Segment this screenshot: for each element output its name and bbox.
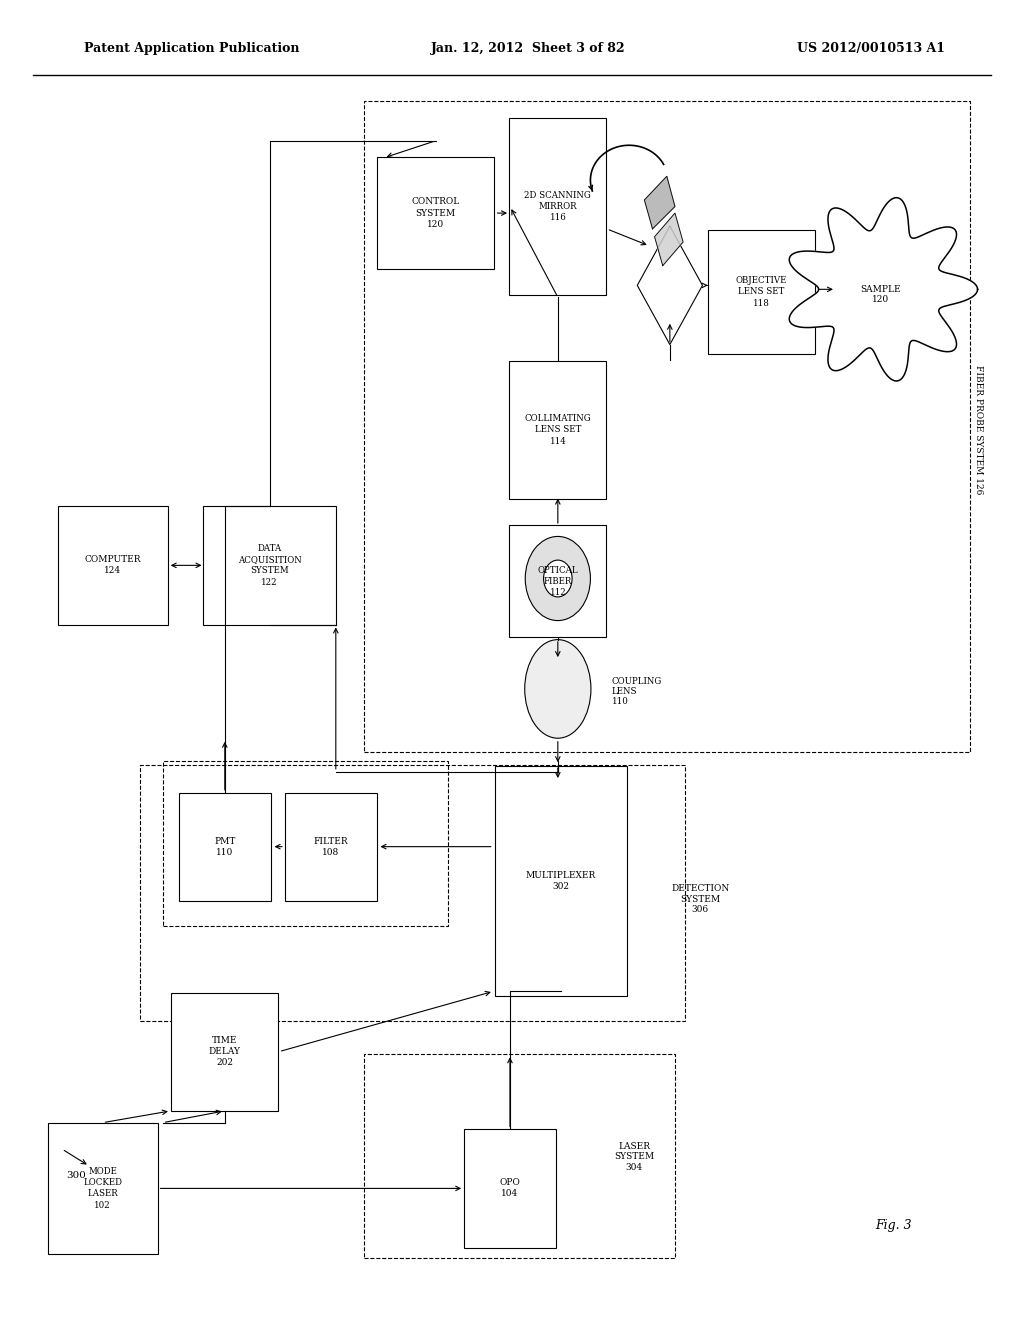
Text: FILTER
108: FILTER 108 bbox=[313, 837, 348, 857]
Text: DETECTION
SYSTEM
306: DETECTION SYSTEM 306 bbox=[672, 884, 729, 915]
FancyBboxPatch shape bbox=[708, 230, 815, 354]
FancyBboxPatch shape bbox=[464, 1129, 556, 1247]
Text: COLLIMATING
LENS SET
114: COLLIMATING LENS SET 114 bbox=[524, 414, 591, 446]
Ellipse shape bbox=[524, 640, 591, 738]
Text: LASER
SYSTEM
304: LASER SYSTEM 304 bbox=[614, 1142, 654, 1172]
Text: MULTIPLEXER
302: MULTIPLEXER 302 bbox=[525, 871, 596, 891]
FancyBboxPatch shape bbox=[510, 117, 606, 296]
Text: DATA
ACQUISITION
SYSTEM
122: DATA ACQUISITION SYSTEM 122 bbox=[238, 544, 301, 586]
FancyBboxPatch shape bbox=[47, 1123, 158, 1254]
Text: OPO
104: OPO 104 bbox=[500, 1179, 520, 1199]
FancyBboxPatch shape bbox=[179, 793, 270, 900]
Text: Jan. 12, 2012  Sheet 3 of 82: Jan. 12, 2012 Sheet 3 of 82 bbox=[430, 42, 625, 55]
Text: Fig. 3: Fig. 3 bbox=[876, 1218, 912, 1232]
FancyBboxPatch shape bbox=[171, 993, 279, 1111]
Text: TIME
DELAY
202: TIME DELAY 202 bbox=[209, 1036, 241, 1068]
Circle shape bbox=[525, 536, 591, 620]
Polygon shape bbox=[644, 177, 675, 228]
Text: CONTROL
SYSTEM
120: CONTROL SYSTEM 120 bbox=[412, 198, 460, 228]
FancyBboxPatch shape bbox=[377, 157, 495, 269]
FancyBboxPatch shape bbox=[495, 766, 627, 995]
Text: COMPUTER
124: COMPUTER 124 bbox=[85, 556, 141, 576]
Circle shape bbox=[544, 560, 572, 597]
Text: MODE
LOCKED
LASER
102: MODE LOCKED LASER 102 bbox=[83, 1167, 122, 1209]
Text: Patent Application Publication: Patent Application Publication bbox=[84, 42, 300, 55]
FancyBboxPatch shape bbox=[57, 506, 168, 624]
Text: FIBER PROBE SYSTEM 126: FIBER PROBE SYSTEM 126 bbox=[974, 366, 983, 495]
Polygon shape bbox=[790, 198, 978, 381]
Text: 2D SCANNING
MIRROR
116: 2D SCANNING MIRROR 116 bbox=[524, 191, 591, 222]
FancyBboxPatch shape bbox=[510, 525, 606, 638]
FancyBboxPatch shape bbox=[510, 360, 606, 499]
Text: COUPLING
LENS
110: COUPLING LENS 110 bbox=[611, 677, 663, 706]
Text: SAMPLE
120: SAMPLE 120 bbox=[860, 285, 901, 305]
Text: US 2012/0010513 A1: US 2012/0010513 A1 bbox=[797, 42, 945, 55]
Polygon shape bbox=[654, 213, 683, 265]
Text: OBJECTIVE
LENS SET
118: OBJECTIVE LENS SET 118 bbox=[736, 276, 787, 308]
FancyBboxPatch shape bbox=[204, 506, 336, 624]
FancyBboxPatch shape bbox=[285, 793, 377, 900]
Text: OPTICAL
FIBER
112: OPTICAL FIBER 112 bbox=[538, 565, 579, 597]
Text: PMT
110: PMT 110 bbox=[214, 837, 236, 857]
Text: 300: 300 bbox=[67, 1171, 86, 1180]
